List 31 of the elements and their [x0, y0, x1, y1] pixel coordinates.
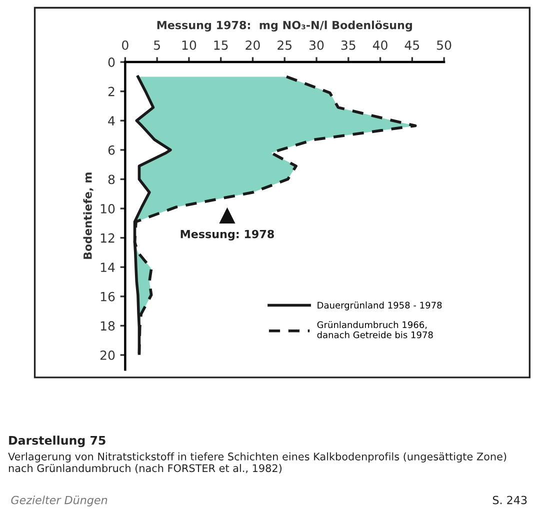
- legend-label: Grünlandumbruch 1966, danach Getreide bis 1978: [317, 321, 433, 338]
- y-tick-label: 6: [108, 145, 115, 155]
- y-tick-label: 0: [108, 58, 115, 67]
- y-tick-label: 4: [108, 116, 115, 126]
- y-axis-title: Bodentiefe, m: [83, 172, 94, 259]
- x-tick-label: 15: [214, 40, 228, 50]
- y-tick-label: 2: [108, 86, 114, 96]
- x-tick-label: 30: [310, 40, 324, 50]
- x-tick-label: 50: [437, 40, 452, 50]
- y-tick-label: 16: [100, 292, 115, 302]
- annotation: Messung: 1978: [180, 230, 274, 240]
- legend-label: Dauergrünland 1958 - 1978: [318, 302, 442, 310]
- x-tick-label: 0: [122, 40, 128, 50]
- text: Verlagerung von Nitratstickstoff in tiefere Schichten eines Kalkbodenprofils (ungesättigte Zone) nach Grünlandumbruch (nach FORSTER et al., 1982): [8, 452, 506, 474]
- x-tick-label: 45: [404, 40, 420, 50]
- x-tick-label: 10: [182, 40, 196, 50]
- x-tick-label: 5: [154, 40, 160, 50]
- text: Gezielter Düngen: [11, 496, 108, 506]
- x-axis-title: Messung 1978: mg NO₃-N/l Bodenlösung: [157, 20, 412, 32]
- y-tick-label: 20: [100, 350, 115, 360]
- y-tick-label: 18: [100, 321, 115, 331]
- x-tick-label: 25: [278, 40, 292, 50]
- y-tick-label: 14: [100, 262, 115, 272]
- text: S. 243: [492, 496, 527, 504]
- y-tick-label: 12: [100, 233, 114, 243]
- x-tick-label: 40: [372, 40, 388, 50]
- text: Darstellung 75: [9, 436, 106, 448]
- y-tick-label: 10: [100, 204, 115, 214]
- x-tick-label: 35: [341, 40, 356, 50]
- x-tick-label: 20: [246, 40, 260, 50]
- y-tick-label: 8: [108, 174, 115, 184]
